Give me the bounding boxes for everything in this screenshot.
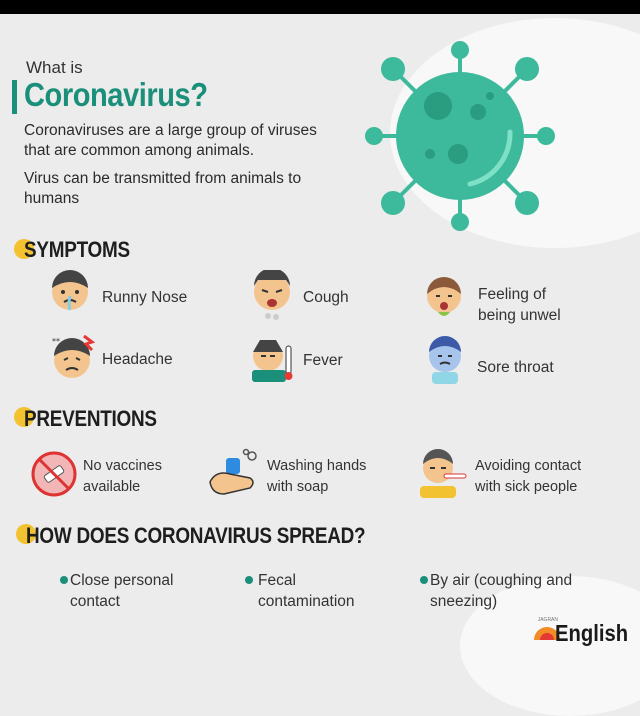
unwell-icon xyxy=(427,277,461,316)
symptom-cough-label: Cough xyxy=(303,289,349,306)
symptoms-heading: SYMPTOMS xyxy=(24,237,130,262)
symptom-unwell-label: Feeling of being unwel xyxy=(478,284,561,326)
page-title: Coronavirus? xyxy=(24,76,208,113)
spread-item-1-line-1: Close personal xyxy=(70,572,174,589)
spread-item-1-line-2: contact xyxy=(70,593,120,610)
spread-item-3-line-1: By air (coughing and xyxy=(430,572,573,589)
prevention-no-vaccine-line-1: No vaccines xyxy=(83,458,162,474)
spread-marker xyxy=(16,524,36,544)
prevention-avoid-contact-line-2: with sick people xyxy=(475,479,578,495)
description-line-4: humans xyxy=(24,190,80,207)
spread-item-3-line-2: sneezing) xyxy=(430,593,498,610)
preventions-marker xyxy=(14,407,34,427)
spread-bullet-2 xyxy=(245,576,253,584)
no-vaccine-icon xyxy=(31,451,77,497)
prevention-avoid-contact-line-1: Avoiding contact xyxy=(475,458,582,474)
spread-item-air: By air (coughing and sneezing) xyxy=(430,570,572,612)
title-accent-bar xyxy=(12,80,17,114)
brand-small-label: JAGRAN xyxy=(537,617,558,623)
spread-item-2-line-2: contamination xyxy=(258,593,355,610)
top-black-bar xyxy=(0,0,640,14)
headache-icon: ** xyxy=(52,334,96,378)
prevention-no-vaccine-label: No vaccines available xyxy=(83,456,162,498)
prevention-no-vaccine-line-2: available xyxy=(83,479,141,495)
prevention-hand-washing-label: Washing hands with soap xyxy=(267,456,366,498)
symptoms-marker xyxy=(14,239,34,259)
brand-name: English xyxy=(554,620,628,646)
spread-bullet-3 xyxy=(420,576,428,584)
description-line-2: that are common among animals. xyxy=(24,142,255,159)
symptom-runny-nose-label: Runny Nose xyxy=(102,289,188,306)
prevention-hand-washing-line-2: with soap xyxy=(267,479,329,495)
symptom-unwell-line-1: Feeling of xyxy=(478,286,547,303)
preventions-heading: PREVENTIONS xyxy=(24,406,157,431)
sore-throat-icon xyxy=(429,336,461,384)
spread-item-2-line-1: Fecal xyxy=(258,572,296,589)
description: Coronaviruses are a large group of virus… xyxy=(24,121,317,209)
symptom-unwell-line-2: being unwel xyxy=(478,307,561,324)
description-line-1: Coronaviruses are a large group of virus… xyxy=(24,122,317,139)
prevention-hand-washing-line-1: Washing hands xyxy=(267,458,367,474)
avoid-contact-icon xyxy=(420,449,467,498)
spread-item-close-contact: Close personal contact xyxy=(70,570,173,612)
symptom-fever-label: Fever xyxy=(303,352,343,369)
spread-heading: HOW DOES CORONAVIRUS SPREAD? xyxy=(26,523,366,548)
svg-text:**: ** xyxy=(52,337,60,346)
symptom-headache-label: Headache xyxy=(102,351,173,368)
spread-item-fecal: Fecal contamination xyxy=(258,570,355,612)
brand-logo-icon xyxy=(534,627,560,640)
symptom-sore-throat-label: Sore throat xyxy=(477,359,554,376)
prevention-avoid-contact-label: Avoiding contact with sick people xyxy=(475,456,581,498)
runny-nose-icon xyxy=(52,270,88,311)
cough-icon xyxy=(254,270,290,320)
fever-icon xyxy=(252,340,293,382)
description-line-3: Virus can be transmitted from animals to xyxy=(24,170,302,187)
hand-washing-icon xyxy=(209,448,257,495)
spread-bullet-1 xyxy=(60,576,68,584)
what-is-label: What is xyxy=(26,58,83,77)
virus-icon xyxy=(365,41,555,231)
